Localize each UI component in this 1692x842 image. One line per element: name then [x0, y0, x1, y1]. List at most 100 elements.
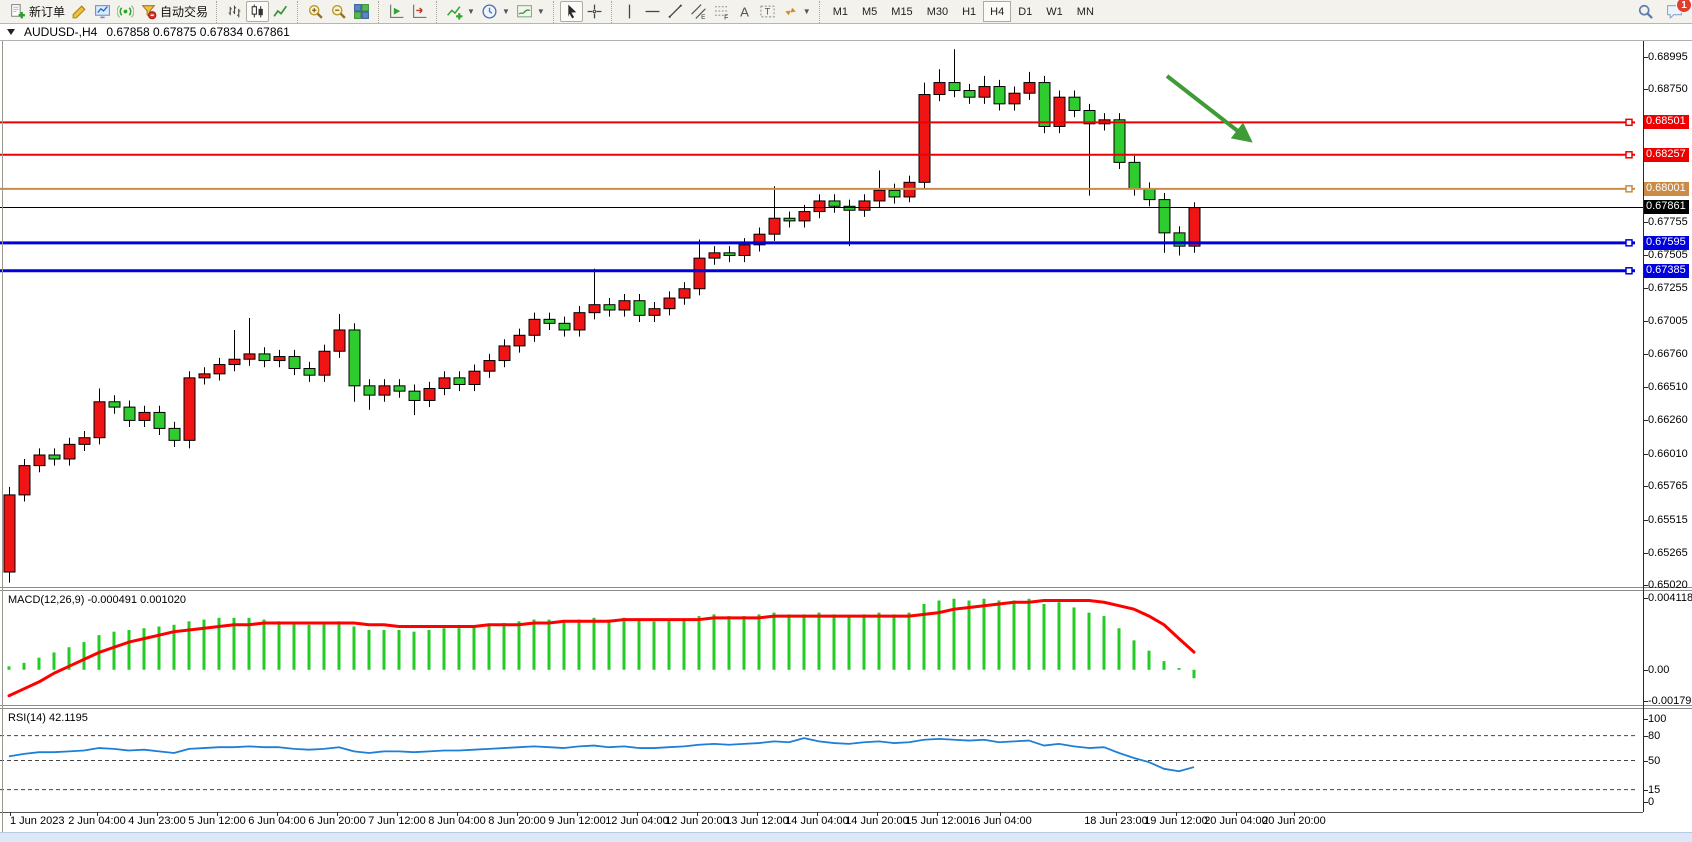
time-axis-label: 16 Jun 04:00	[968, 815, 1032, 827]
price-line-label: 0.68257	[1644, 147, 1689, 162]
candle	[858, 194, 871, 217]
zoom-in-button[interactable]	[304, 1, 327, 22]
candle	[1143, 182, 1156, 207]
timeframe-m15[interactable]: M15	[884, 1, 919, 22]
bar-chart-button[interactable]	[223, 1, 246, 22]
indicators-icon	[446, 3, 463, 20]
candle	[228, 329, 241, 372]
chart-shift-button[interactable]	[408, 1, 431, 22]
timeframe-mn-label: MN	[1076, 5, 1094, 18]
periods-button[interactable]: ▼	[478, 1, 513, 22]
zoom-out-button[interactable]	[327, 1, 350, 22]
candlestick-chart-button[interactable]	[246, 1, 270, 22]
timeframe-h1[interactable]: H1	[955, 1, 983, 22]
text-label-button[interactable]: T	[756, 1, 779, 22]
time-axis-label: 19 Jun 12:00	[1144, 815, 1208, 827]
price-chart-panel[interactable]	[0, 40, 1643, 588]
panel-splitter[interactable]	[0, 587, 1692, 591]
timeframe-h4-label: H4	[990, 5, 1005, 18]
signals-button[interactable]	[114, 1, 137, 22]
candle	[723, 246, 736, 263]
candle	[948, 49, 961, 98]
annotation-arrow	[1165, 74, 1253, 143]
arrows-button[interactable]: ▼	[779, 1, 814, 22]
line-chart-button[interactable]	[269, 1, 292, 22]
price-line-label: 0.68501	[1644, 115, 1689, 130]
metaeditor-button[interactable]	[68, 1, 91, 22]
timeframe-w1[interactable]: W1	[1039, 1, 1070, 22]
candlestick-chart-icon	[249, 3, 266, 20]
timeframe-mn[interactable]: MN	[1070, 1, 1101, 22]
equidistant-channel-button[interactable]: E	[687, 1, 710, 22]
horizontal-line-button[interactable]	[641, 1, 664, 22]
candle	[468, 364, 481, 392]
new-order-button[interactable]: 新订单	[6, 1, 68, 22]
new-order-icon	[9, 3, 26, 20]
rsi-panel[interactable]	[0, 709, 1643, 813]
channel-icon: E	[690, 3, 707, 20]
fibonacci-button[interactable]: F	[710, 1, 733, 22]
auto-scroll-button[interactable]	[385, 1, 408, 22]
candle	[783, 211, 796, 228]
panel-splitter[interactable]	[0, 705, 1692, 709]
candle	[678, 282, 691, 305]
time-axis-tick	[637, 812, 638, 816]
search-icon	[1637, 3, 1654, 20]
toolbar-group-scroll	[378, 0, 434, 23]
window-left-edge	[2, 23, 3, 842]
text-button[interactable]: A	[733, 1, 756, 22]
search-button[interactable]	[1634, 1, 1657, 22]
time-axis-label: 5 Jun 12:00	[188, 815, 246, 827]
timeframe-m30-label: M30	[926, 5, 949, 18]
templates-button[interactable]: ▼	[513, 1, 548, 22]
candle	[213, 357, 226, 381]
indicators-button[interactable]: ▼	[443, 1, 478, 22]
line-handle	[1625, 185, 1633, 193]
candle	[273, 349, 286, 368]
vertical-line-button[interactable]	[618, 1, 641, 22]
chart-symbol-title: AUDUSD-,H4	[24, 24, 98, 39]
collapse-chart-icon[interactable]	[7, 28, 15, 35]
strategy-tester-button[interactable]	[91, 1, 114, 22]
timeframe-d1[interactable]: D1	[1011, 1, 1039, 22]
auto-scroll-icon	[388, 3, 405, 20]
candle	[1188, 202, 1201, 253]
time-axis-tick	[577, 812, 578, 816]
axis-tick	[1644, 486, 1648, 488]
candle	[303, 361, 316, 382]
time-axis-label: 8 Jun 04:00	[428, 815, 486, 827]
crosshair-button[interactable]	[583, 1, 606, 22]
toolbar-group-insert: ▼ ▼ ▼	[436, 0, 551, 23]
candle	[18, 458, 31, 502]
candle	[288, 349, 301, 376]
candle	[618, 294, 631, 317]
toolbar-group-timeframes: M1 M5 M15 M30 H1 H4 D1 W1 MN	[818, 0, 1104, 23]
time-axis-tick	[517, 812, 518, 816]
tile-windows-button[interactable]	[350, 1, 373, 22]
trendline-button[interactable]	[664, 1, 687, 22]
chat-button[interactable]: 1	[1663, 0, 1692, 22]
timeframe-m30[interactable]: M30	[920, 1, 955, 22]
trendline-icon	[667, 3, 684, 20]
timeframe-m5[interactable]: M5	[855, 1, 884, 22]
candle	[78, 431, 91, 451]
cursor-button[interactable]	[559, 1, 583, 22]
time-axis-tick	[1116, 812, 1117, 816]
macd-panel[interactable]	[0, 591, 1643, 707]
candle	[1038, 75, 1051, 134]
candle	[1053, 90, 1066, 134]
autotrading-button[interactable]: 自动交易	[137, 1, 211, 22]
axis-tick	[1644, 552, 1648, 554]
time-axis-tick	[1000, 812, 1001, 816]
timeframe-h4[interactable]: H4	[983, 1, 1012, 22]
macd-axis-label: -0.001793	[1648, 694, 1692, 707]
line-chart-icon	[272, 3, 289, 20]
time-axis-label: 12 Jun 20:00	[665, 815, 729, 827]
timeframe-m1[interactable]: M1	[826, 1, 855, 22]
candle	[753, 227, 766, 252]
time-axis-tick	[697, 812, 698, 816]
time-axis-label: 1 Jun 2023	[10, 815, 65, 827]
candle	[1173, 226, 1186, 256]
axis-tick	[1644, 453, 1648, 455]
toolbar-group-pointer	[552, 0, 609, 23]
